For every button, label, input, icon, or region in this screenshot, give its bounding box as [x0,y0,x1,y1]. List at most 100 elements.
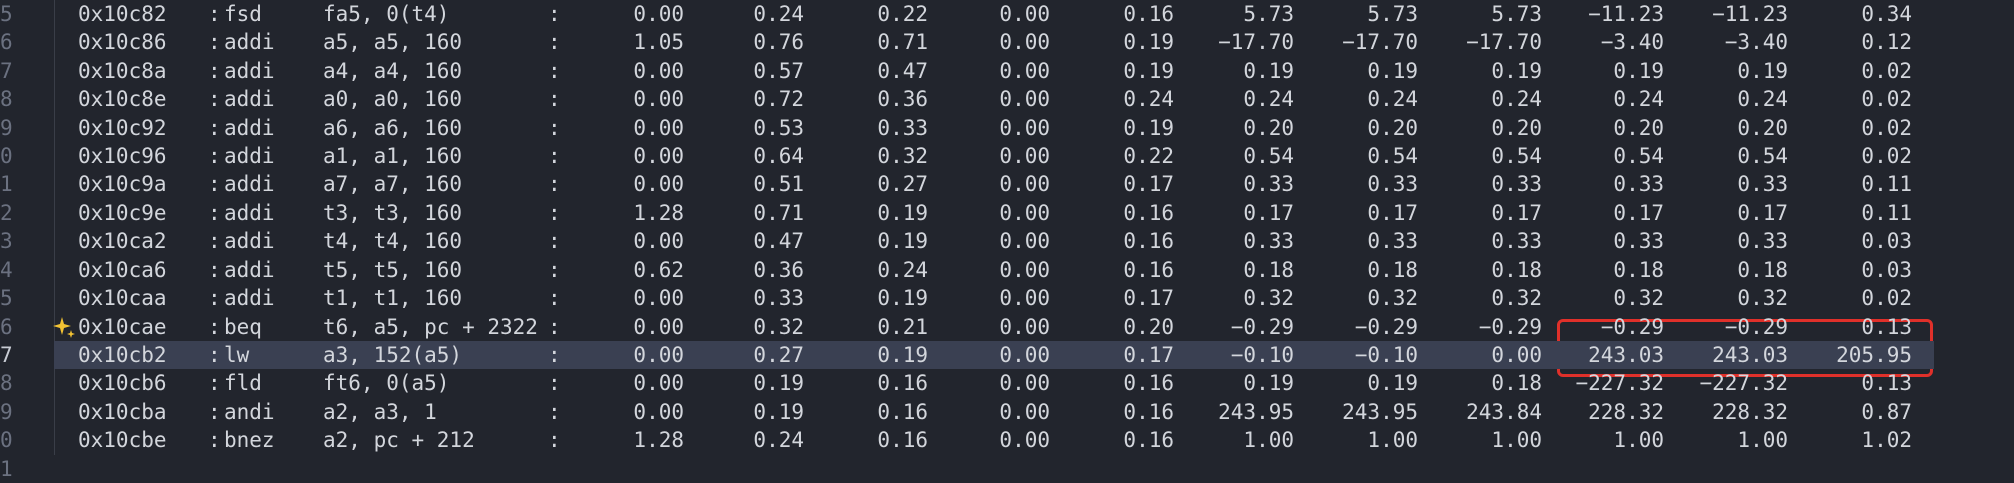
code-line-row[interactable]: 4 0x10ca6: addi t5, t5, 160:0.62 0.36 0.24 0.0… [0,256,2014,284]
metric-value: 0.18 [1367,257,1418,282]
metric-value: 0.00 [633,2,684,26]
metric-value: 0.17 [1613,200,1664,225]
line-number: 7 [0,58,13,83]
metric-value: −0.29 [1354,314,1418,339]
metric-value: 0.18 [1737,257,1788,282]
metric-value: 0.33 [1367,229,1418,254]
metric-value: 0.19 [1613,58,1664,83]
metric-value: 0.24 [1243,87,1294,112]
code-line-row[interactable]: 6 0x10cae: beq t6, a5, pc + 2322:0.00 0.32 0.… [0,313,2014,341]
metric-value: −0.29 [1478,314,1542,339]
code-line-row[interactable]: 9 0x10c92: addi a6, a6, 160:0.00 0.53 0.33 0.0… [0,114,2014,142]
ai-sparkle-icon[interactable] [52,315,76,339]
metric-value: 0.72 [753,87,804,112]
code-line-row[interactable]: 0 0x10c96: addi a1, a1, 160:0.00 0.64 0.32 0.0… [0,142,2014,170]
separator-colon: : [208,428,221,453]
metric-value: 0.32 [1491,286,1542,311]
separator-colon: : [548,314,561,339]
metric-value: 0.00 [999,115,1050,140]
instruction-address: 0x10cbe [78,428,167,453]
line-number: 8 [0,371,13,396]
current-line-row[interactable]: 7 0x10cb2: lw a3, 152(a5):0.00 0.27 0.19 0.00 0… [0,340,2014,370]
metric-value: 0.19 [1123,58,1174,83]
metric-value: −3.40 [1600,30,1664,55]
metric-value: 0.19 [1123,115,1174,140]
metric-value: 0.33 [1367,172,1418,197]
metric-value: 0.00 [633,144,684,169]
instruction-operands: a7, a7, 160 [323,172,463,197]
line-number: 0 [0,428,13,453]
code-line-row[interactable]: 8 0x10cb6: fld ft6, 0(a5):0.00 0.19 0.16 0.00 0… [0,369,2014,397]
instruction-opcode: addi [224,115,275,140]
metric-value: −0.10 [1230,342,1294,367]
line-number: 7 [0,342,13,367]
instruction-opcode: addi [224,144,275,169]
metric-value: 0.00 [999,144,1050,169]
metric-value: 0.19 [1243,58,1294,83]
separator-colon: : [208,172,221,197]
separator-colon: : [548,371,561,396]
code-line-row[interactable]: 8 0x10c8e: addi a0, a0, 160:0.00 0.72 0.36 0.0… [0,85,2014,113]
metric-value: 0.54 [1737,144,1788,169]
metric-value: 0.51 [753,172,804,197]
metric-value: 1.05 [633,30,684,55]
instruction-opcode: addi [224,229,275,254]
metric-value: 0.00 [633,371,684,396]
metric-value: −0.29 [1600,314,1664,339]
line-number: 3 [0,229,13,254]
code-line-row[interactable]: 6 0x10c86: addi a5, a5, 160:1.05 0.76 0.71 0.0… [0,28,2014,56]
metric-value: 1.28 [633,428,684,453]
instruction-operands: ft6, 0(a5) [323,371,450,396]
metric-value: 0.24 [1491,87,1542,112]
metric-value: −11.23 [1712,2,1788,26]
separator-colon: : [548,286,561,311]
metric-value: 0.00 [999,87,1050,112]
metric-value: 0.19 [753,371,804,396]
code-line-row[interactable]: 9 0x10cba: andi a2, a3, 1:0.00 0.19 0.16 0.00 0… [0,398,2014,426]
metric-value: 0.24 [1123,87,1174,112]
code-line-row[interactable]: 1 0x10c9a: addi a7, a7, 160:0.00 0.51 0.27 0.0… [0,170,2014,198]
metric-value: 0.33 [1613,172,1664,197]
metric-value: 1.00 [1613,428,1664,453]
metric-value: 0.20 [1491,115,1542,140]
metric-value: −227.32 [1699,371,1788,396]
code-line-row[interactable]: 3 0x10ca2: addi t4, t4, 160:0.00 0.47 0.19 0.0… [0,227,2014,255]
metric-value: 0.17 [1123,286,1174,311]
code-line-row[interactable]: 0 0x10cbe: bnez a2, pc + 212:1.28 0.24 0.16 0.… [0,426,2014,454]
metric-value: 0.36 [753,257,804,282]
instruction-operands: t1, t1, 160 [323,286,463,311]
metric-value: 0.33 [1737,229,1788,254]
metric-value: 0.16 [1123,257,1174,282]
code-line-row[interactable]: 2 0x10c9e: addi t3, t3, 160:1.28 0.71 0.19 0.0… [0,199,2014,227]
separator-colon: : [548,2,561,26]
metric-value: 1.00 [1491,428,1542,453]
metric-value: 0.16 [1123,399,1174,424]
separator-colon: : [208,30,221,55]
metric-value: 0.32 [1737,286,1788,311]
code-line-row[interactable]: 7 0x10c8a: addi a4, a4, 160:0.00 0.57 0.47 0.0… [0,57,2014,85]
metric-value: −227.32 [1575,371,1664,396]
line-number: 9 [0,399,13,424]
metric-value: 0.17 [1737,200,1788,225]
metric-value: 0.47 [753,229,804,254]
code-line-row[interactable]: 5 0x10caa: addi t1, t1, 160:0.00 0.33 0.19 0.0… [0,284,2014,312]
metric-value: 0.00 [999,2,1050,26]
metric-value: 0.24 [753,2,804,26]
metric-value: 0.11 [1861,172,1912,197]
instruction-opcode: addi [224,286,275,311]
code-line-row[interactable]: 5 0x10c82: fsd fa5, 0(t4):0.00 0.24 0.22 0.00 0… [0,0,2014,28]
line-number: 8 [0,87,13,112]
line-number: 6 [0,30,13,55]
instruction-opcode: lw [224,342,250,367]
metric-value: 0.19 [1123,30,1174,55]
line-number: 0 [0,144,13,169]
instruction-address: 0x10cb2 [78,342,167,367]
metric-value: 0.32 [877,144,928,169]
metric-value: 0.20 [1737,115,1788,140]
metric-value: 5.73 [1367,2,1418,26]
metric-value: 0.19 [1737,58,1788,83]
metric-value: 228.32 [1588,399,1664,424]
metric-value: 0.00 [999,314,1050,339]
instruction-operands: a2, a3, 1 [323,399,437,424]
